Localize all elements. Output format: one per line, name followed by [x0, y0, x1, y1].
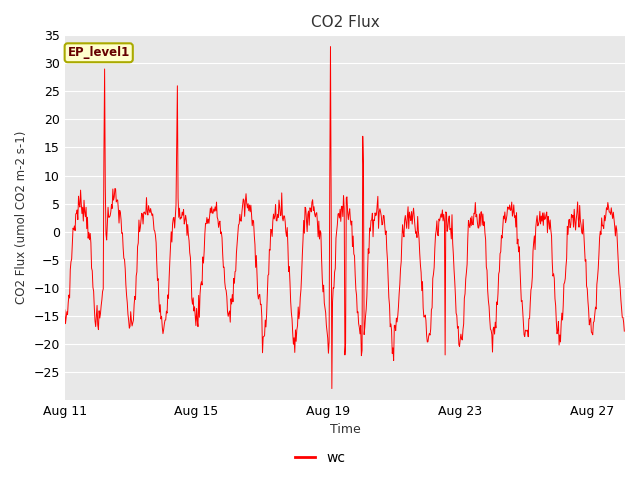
Text: EP_level1: EP_level1 [68, 46, 130, 59]
Y-axis label: CO2 Flux (umol CO2 m-2 s-1): CO2 Flux (umol CO2 m-2 s-1) [15, 131, 28, 304]
X-axis label: Time: Time [330, 423, 360, 436]
Title: CO2 Flux: CO2 Flux [310, 15, 380, 30]
Legend: wc: wc [289, 445, 351, 471]
